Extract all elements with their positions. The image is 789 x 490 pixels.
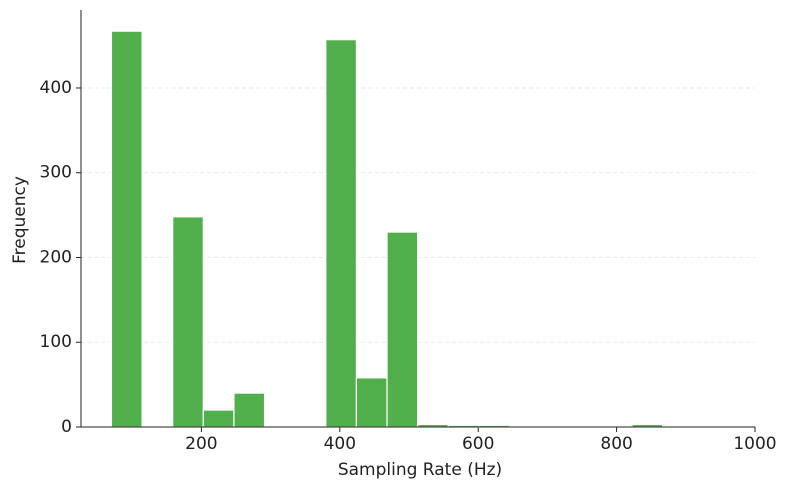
bar bbox=[386, 231, 419, 428]
bar bbox=[110, 30, 143, 428]
y-tick-label: 400 bbox=[40, 78, 72, 98]
y-axis-label: Frequency bbox=[10, 176, 30, 264]
x-axis-label: Sampling Rate (Hz) bbox=[338, 460, 502, 480]
y-tick-label: 300 bbox=[40, 163, 72, 183]
x-tick-label: 200 bbox=[185, 434, 217, 454]
y-tick-label: 200 bbox=[40, 247, 72, 267]
x-tick-label: 400 bbox=[324, 434, 356, 454]
x-tick-label: 800 bbox=[600, 434, 632, 454]
x-tick-label: 600 bbox=[462, 434, 494, 454]
x-tick-label: 1000 bbox=[733, 434, 776, 454]
bar bbox=[202, 409, 235, 428]
bar bbox=[325, 39, 358, 428]
y-tick-label: 100 bbox=[40, 332, 72, 352]
y-tick-label: 0 bbox=[61, 417, 72, 437]
bar bbox=[233, 392, 266, 428]
bar bbox=[355, 377, 388, 428]
bar bbox=[172, 216, 204, 428]
